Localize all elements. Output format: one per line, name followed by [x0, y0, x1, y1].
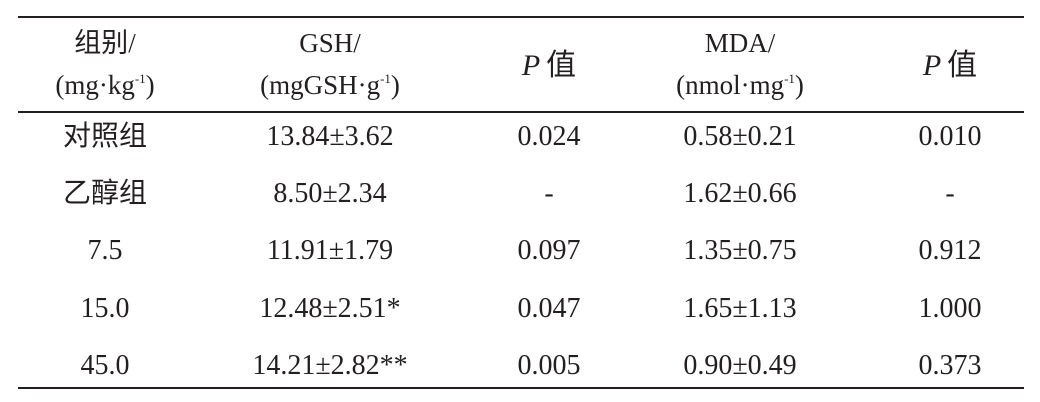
header-rule — [18, 111, 1024, 113]
header-line: MDA/ — [704, 28, 776, 58]
table-cell: - — [544, 178, 554, 209]
header-italic: P — [521, 49, 541, 82]
table-cell: 1.35±0.75 — [683, 235, 797, 266]
header-unit: (mgGSH·g — [260, 70, 381, 100]
header-sup: -1 — [784, 71, 795, 86]
header-line: (nmol·mg-1) — [676, 61, 804, 103]
table-cell: 12.48±2.51* — [259, 293, 401, 324]
table-cell: 13.84±3.62 — [266, 121, 394, 152]
table-cell: 1.000 — [918, 293, 982, 324]
table-cell: 0.90±0.49 — [683, 350, 797, 381]
header-text: 值 — [546, 49, 577, 82]
table-cell: 0.010 — [918, 121, 982, 152]
header-cell: 组别/ (mg·kg-1) — [55, 25, 154, 103]
table-cell: 11.91±1.79 — [266, 235, 394, 266]
table-cell: 0.097 — [517, 235, 581, 266]
header-unit: (mg·kg — [55, 70, 135, 100]
header-close: ) — [390, 70, 400, 100]
table-cell: 7.5 — [87, 235, 123, 266]
table-cell: 0.373 — [918, 350, 982, 381]
table-cell: - — [945, 178, 955, 209]
header-sup: -1 — [380, 71, 391, 86]
table-cell: 0.912 — [918, 235, 982, 266]
table-cell: 45.0 — [80, 350, 130, 381]
table-cell: 0.024 — [517, 121, 581, 152]
bottom-rule — [18, 387, 1024, 389]
table-cell: 8.50±2.34 — [273, 178, 387, 209]
top-rule — [18, 16, 1024, 18]
table-cell: 对照组 — [62, 121, 148, 152]
table-cell: 0.58±0.21 — [683, 121, 797, 152]
header-cell: GSH/ (mgGSH·g-1) — [260, 25, 400, 103]
table-cell: 乙醇组 — [62, 178, 148, 209]
table-cell: 1.62±0.66 — [683, 178, 797, 209]
header-close: ) — [794, 70, 804, 100]
header-line: (mgGSH·g-1) — [260, 61, 400, 103]
header-line: (mg·kg-1) — [55, 61, 154, 103]
header-italic: P — [922, 49, 942, 82]
header-line: GSH/ — [299, 28, 361, 58]
header-unit: (nmol·mg — [676, 70, 785, 100]
table-cell: 0.047 — [517, 293, 581, 324]
header-cell: MDA/ (nmol·mg-1) — [676, 25, 804, 103]
table-cell: 14.21±2.82** — [252, 350, 408, 381]
header-line: 组别/ — [74, 28, 136, 58]
header-text: 值 — [947, 49, 978, 82]
table-cell: 0.005 — [517, 350, 581, 381]
header-close: ) — [145, 70, 155, 100]
header-sup: -1 — [134, 71, 146, 86]
table-cell: 15.0 — [80, 293, 130, 324]
table-cell: 1.65±1.13 — [683, 293, 797, 324]
